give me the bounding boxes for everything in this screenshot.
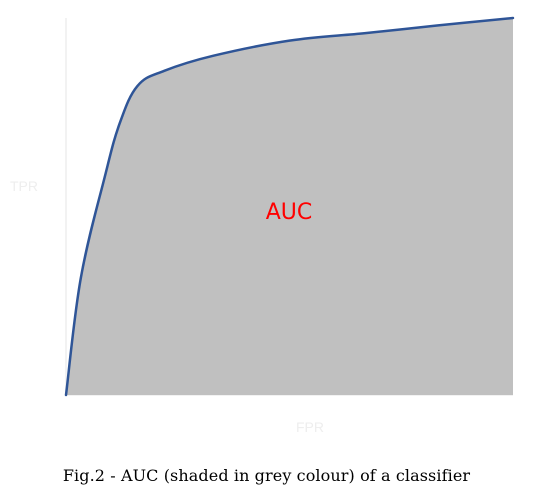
- auc-annotation: AUC: [266, 200, 313, 225]
- x-axis-label: FPR: [296, 419, 324, 435]
- figure-caption: Fig.2 - AUC (shaded in grey colour) of a…: [62, 466, 471, 485]
- y-axis-label: TPR: [10, 178, 38, 194]
- auc-area: [66, 18, 513, 395]
- roc-curve: [64, 16, 515, 397]
